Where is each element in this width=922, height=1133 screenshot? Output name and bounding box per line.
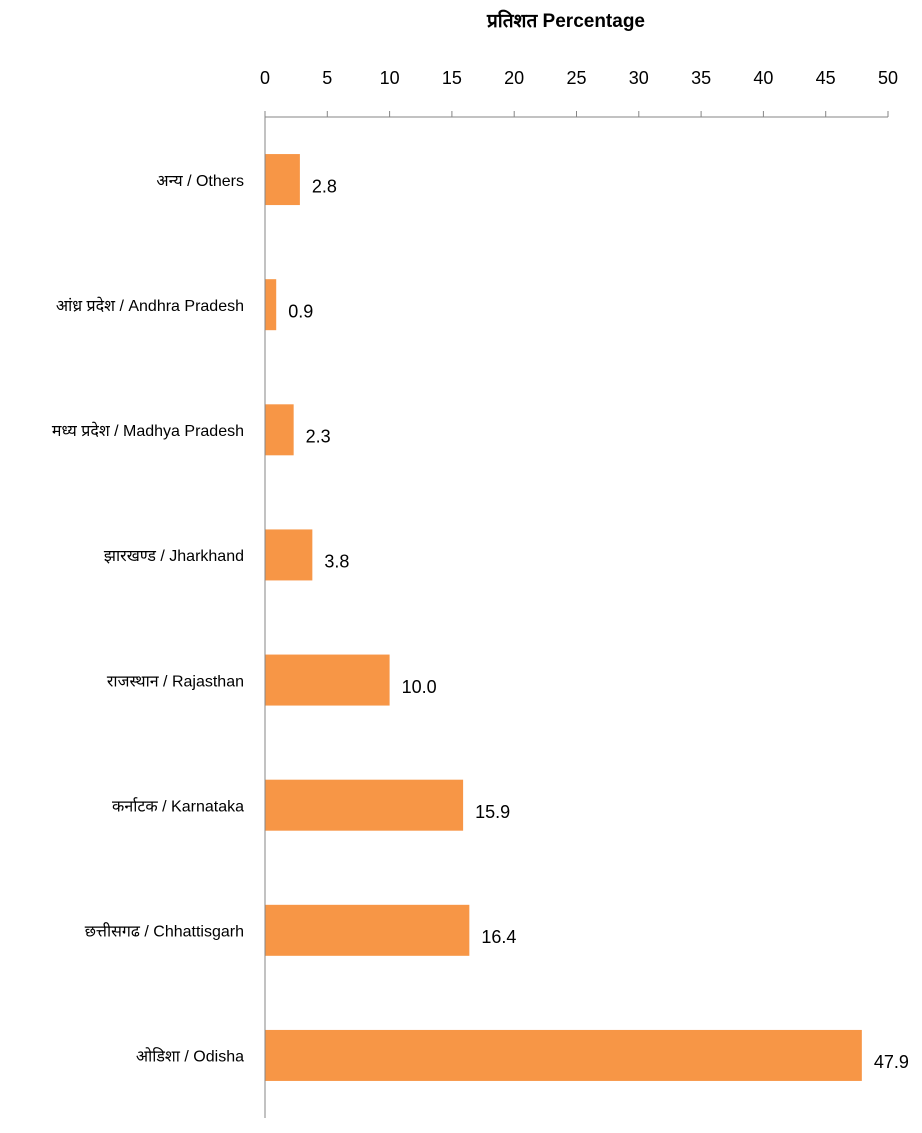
x-tick-label: 25 (566, 68, 586, 88)
x-tick-label: 20 (504, 68, 524, 88)
category-label: कर्नाटक / Karnataka (112, 796, 244, 815)
bar (265, 154, 300, 206)
bar (265, 529, 313, 581)
axes (264, 116, 888, 1118)
data-label: 47.9 (874, 1052, 909, 1072)
x-tick-label: 10 (380, 68, 400, 88)
category-label: अन्य / Others (156, 173, 244, 190)
bar (265, 1029, 862, 1081)
data-label: 0.9 (288, 301, 313, 321)
category-label: आंध्र प्रदेश / Andhra Pradesh (56, 296, 244, 315)
bar (265, 904, 470, 956)
x-tick-label: 45 (816, 68, 836, 88)
bar (265, 279, 277, 331)
category-label: मध्य प्रदेश / Madhya Pradesh (52, 421, 244, 440)
x-tick-label: 35 (691, 68, 711, 88)
x-tick-label: 15 (442, 68, 462, 88)
data-label: 16.4 (481, 927, 516, 947)
x-tick-label: 5 (322, 68, 332, 88)
bars: अन्य / Others 2.8 आंध्र प्रदेश / Andhra Pr… (52, 154, 909, 1081)
category-label: झारखण्ड / Jharkhand (104, 548, 244, 565)
data-label: 3.8 (324, 552, 349, 572)
x-axis-ticks: 0 5 10 15 20 25 30 35 40 45 50 (260, 68, 898, 117)
x-tick-label: 50 (878, 68, 898, 88)
x-tick-label: 40 (753, 68, 773, 88)
data-label: 15.9 (475, 802, 510, 822)
bar (265, 779, 464, 831)
bar (265, 404, 294, 456)
x-axis-title: प्रतिशत Percentage (486, 9, 645, 32)
bar (265, 654, 390, 706)
category-label: छत्तीसगढ / Chhattisgarh (85, 922, 244, 941)
data-label: 2.3 (306, 427, 331, 447)
data-label: 2.8 (312, 176, 337, 196)
category-label: राजस्थान / Rajasthan (107, 673, 244, 690)
x-tick-label: 0 (260, 68, 270, 88)
x-tick-label: 30 (629, 68, 649, 88)
category-label: ओडिशा / Odisha (136, 1047, 244, 1066)
data-label: 10.0 (402, 677, 437, 697)
